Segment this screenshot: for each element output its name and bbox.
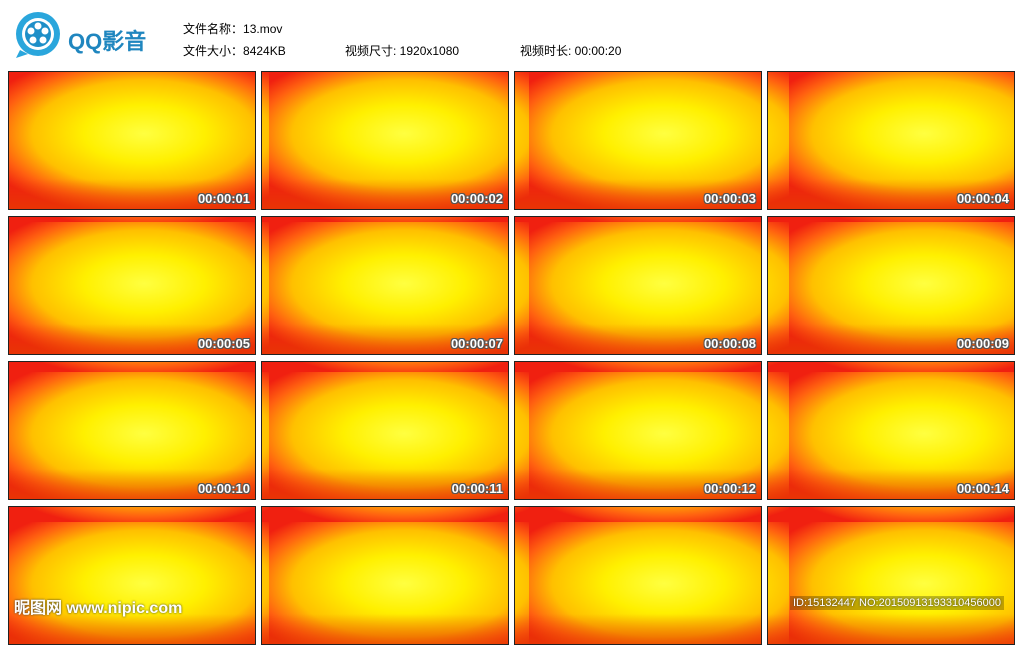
timestamp: 00:00:04 <box>956 191 1009 206</box>
timestamp: 00:00:14 <box>956 481 1009 496</box>
timestamp: 00:00:11 <box>451 481 503 496</box>
watermark-id: ID:15132447 NO:20150913193310456000 <box>790 596 1004 610</box>
label: 视频时长: <box>520 44 575 58</box>
thumbnail[interactable]: 00:00:11 <box>261 361 509 500</box>
file-size-info: 文件大小：8424KB <box>183 42 286 59</box>
video-size-info: 视频尺寸: 1920x1080 <box>345 42 459 59</box>
timestamp: 00:00:10 <box>197 481 250 496</box>
logo-icon <box>16 12 60 58</box>
thumbnail[interactable]: 00:00:14 <box>767 361 1015 500</box>
timestamp: 00:00:05 <box>197 336 250 351</box>
thumbnail[interactable]: 00:00:08 <box>514 216 762 355</box>
logo-text: QQ影音 <box>68 29 147 54</box>
watermark-site: 昵图网 www.nipic.com <box>14 600 183 617</box>
timestamp: 00:00:02 <box>450 191 503 206</box>
thumbnail[interactable]: 00:00:07 <box>261 216 509 355</box>
thumbnail[interactable]: 00:00:02 <box>261 71 509 210</box>
thumbnail[interactable] <box>8 506 256 645</box>
timestamp: 00:00:08 <box>703 336 756 351</box>
thumbnail[interactable]: 00:00:09 <box>767 216 1015 355</box>
thumbnail[interactable]: 00:00:03 <box>514 71 762 210</box>
thumbnail[interactable]: 00:00:05 <box>8 216 256 355</box>
page: QQ影音 文件名称：13.mov 文件大小：8424KB 视频尺寸: 1920x… <box>8 12 1015 645</box>
value: 8424KB <box>243 44 286 58</box>
timestamp: 00:00:03 <box>703 191 756 206</box>
label: 文件名称： <box>183 22 244 36</box>
value: 13.mov <box>243 22 283 36</box>
file-name-info: 文件名称：13.mov <box>183 20 282 37</box>
timestamp: 00:00:12 <box>703 481 756 496</box>
value: 00:00:20 <box>574 44 622 58</box>
label: 文件大小： <box>183 44 244 58</box>
timestamp: 00:00:01 <box>197 191 250 206</box>
thumbnail[interactable]: 00:00:01 <box>8 71 256 210</box>
thumbnail[interactable]: 00:00:04 <box>767 71 1015 210</box>
thumbnail[interactable]: 00:00:12 <box>514 361 762 500</box>
label: 视频尺寸: <box>345 44 400 58</box>
thumbnail[interactable] <box>514 506 762 645</box>
duration-info: 视频时长: 00:00:20 <box>520 42 621 59</box>
thumbnail[interactable] <box>767 506 1015 645</box>
value: 1920x1080 <box>399 44 460 58</box>
thumbnail[interactable]: 00:00:10 <box>8 361 256 500</box>
timestamp: 00:00:07 <box>450 336 503 351</box>
thumbnail[interactable] <box>261 506 509 645</box>
timestamp: 00:00:09 <box>956 336 1009 351</box>
